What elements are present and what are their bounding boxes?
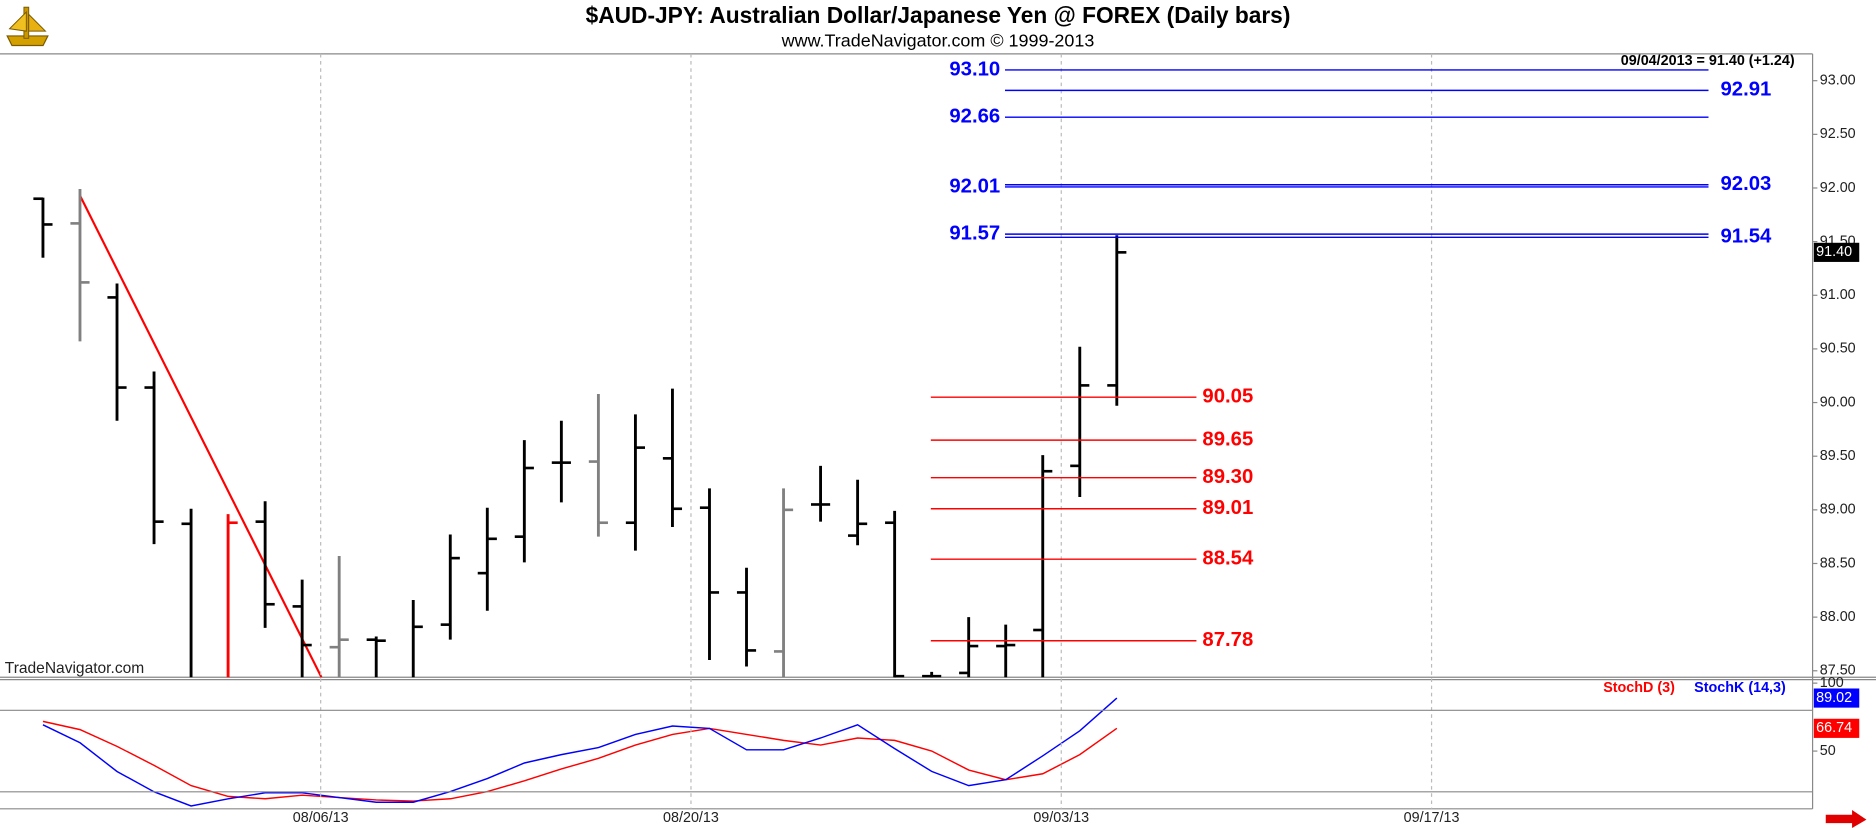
y-tick-label: 90.00 — [1820, 394, 1856, 410]
level-label: 92.01 — [949, 175, 1000, 197]
y-tick-label: 91.00 — [1820, 287, 1856, 303]
level-label: 87.78 — [1202, 629, 1253, 651]
legend-entry: StochK (14,3) — [1694, 680, 1786, 696]
x-tick-label: 09/03/13 — [1033, 810, 1089, 826]
level-label: 91.57 — [949, 222, 1000, 244]
y-tick-label: 50 — [1820, 743, 1836, 759]
y-tick-label: 93.00 — [1820, 72, 1856, 88]
watermark: TradeNavigator.com — [5, 660, 144, 677]
value-box-label: 89.02 — [1816, 690, 1852, 706]
level-label: 91.54 — [1720, 226, 1772, 248]
y-tick-label: 87.50 — [1820, 663, 1856, 679]
y-tick-label: 92.50 — [1820, 126, 1856, 142]
level-label: 89.65 — [1202, 428, 1253, 450]
price-tag — [1813, 242, 1860, 262]
x-tick-label: 09/17/13 — [1404, 810, 1460, 826]
x-tick-label: 08/20/13 — [663, 810, 719, 826]
y-tick-label: 88.00 — [1820, 609, 1856, 625]
value-box — [1813, 688, 1860, 708]
level-label: 89.01 — [1202, 497, 1253, 519]
x-tick-label: 08/06/13 — [293, 810, 349, 826]
y-tick-label: 100 — [1820, 675, 1844, 691]
value-box — [1813, 718, 1860, 738]
level-label: 92.91 — [1720, 79, 1771, 101]
stoch-plot — [42, 697, 1118, 807]
level-label: 88.54 — [1202, 548, 1254, 570]
y-tick-label: 90.50 — [1820, 341, 1856, 357]
price-plot — [33, 189, 1127, 678]
level-label: 90.05 — [1202, 386, 1253, 408]
logo — [6, 6, 49, 47]
y-tick-label: 89.00 — [1820, 502, 1856, 518]
last-quote: 09/04/2013 = 91.40 (+1.24) — [1621, 53, 1795, 69]
stoch-line — [42, 697, 1118, 807]
chart-subtitle: www.TradeNavigator.com © 1999-2013 — [781, 31, 1095, 51]
price-tag-label: 91.40 — [1816, 244, 1852, 260]
stoch-line — [42, 720, 1118, 802]
level-label: 93.10 — [949, 58, 1000, 80]
chart-title: $AUD-JPY: Australian Dollar/Japanese Yen… — [586, 2, 1291, 28]
value-box-label: 66.74 — [1816, 720, 1852, 736]
y-tick-label: 92.00 — [1820, 180, 1856, 196]
scroll-arrow[interactable] — [1825, 810, 1867, 828]
y-tick-label: 88.50 — [1820, 555, 1856, 571]
level-label: 92.03 — [1720, 173, 1771, 195]
y-tick-label: 89.50 — [1820, 448, 1856, 464]
level-label: 92.66 — [949, 106, 1000, 128]
level-label: 89.30 — [1202, 466, 1253, 488]
trendline — [79, 195, 323, 678]
legend-entry: StochD (3) — [1603, 680, 1675, 696]
